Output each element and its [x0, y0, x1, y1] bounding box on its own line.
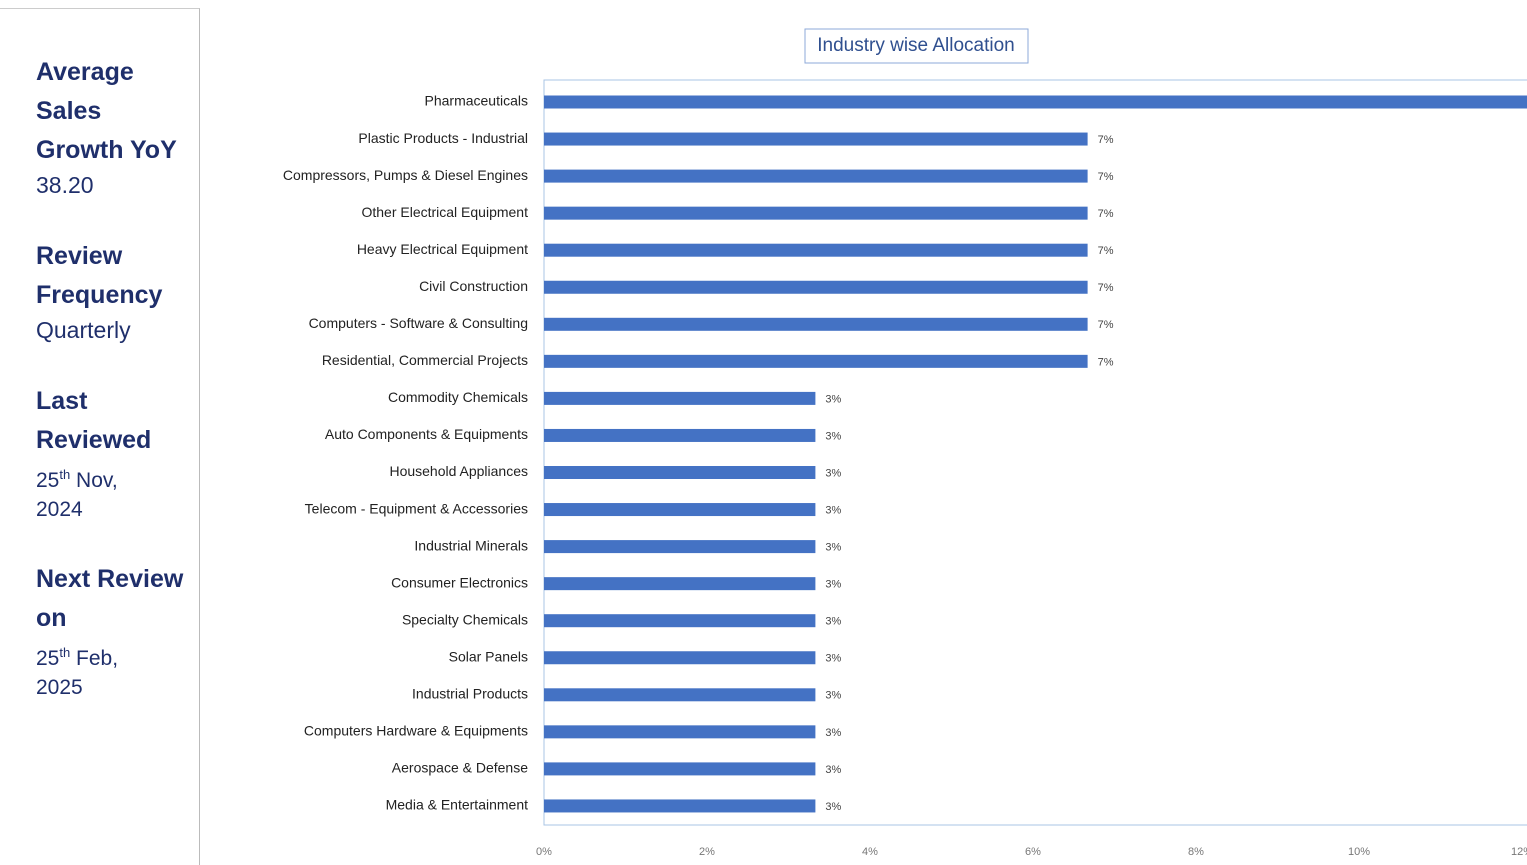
- x-tick-label: 4%: [862, 846, 878, 858]
- stat-value: Quarterly: [36, 317, 131, 343]
- category-label: Consumer Electronics: [391, 574, 528, 590]
- data-label: 7%: [1098, 282, 1114, 294]
- title-box: [804, 28, 1029, 64]
- bar: [544, 317, 1088, 331]
- bar: [544, 280, 1088, 294]
- data-label: 7%: [1098, 208, 1114, 220]
- x-tick-label: 10%: [1348, 846, 1370, 858]
- data-label: 7%: [1098, 134, 1114, 146]
- bar: [544, 95, 1527, 109]
- category-label: Computers Hardware & Equipments: [304, 723, 528, 739]
- data-label: 3%: [825, 653, 841, 665]
- data-label: 3%: [825, 690, 841, 702]
- chart-title: Industry wise Allocation: [817, 35, 1015, 56]
- stat-label: Review Frequency: [36, 242, 163, 309]
- data-label: 3%: [825, 764, 841, 776]
- data-label: 3%: [825, 430, 841, 442]
- stat-label: Last Reviewed: [36, 387, 152, 454]
- category-label: Pharmaceuticals: [425, 93, 529, 109]
- x-tick-label: 6%: [1025, 846, 1041, 858]
- bar: [544, 354, 1088, 368]
- sidebar: Average Sales Growth YoY 38.20 Review Fre…: [0, 8, 200, 865]
- category-label: Solar Panels: [449, 648, 528, 664]
- bar: [544, 762, 816, 776]
- stat: Average Sales Growth YoY 38.20: [36, 53, 194, 201]
- category-label: Household Appliances: [389, 463, 528, 479]
- bar: [544, 428, 816, 442]
- data-label: 7%: [1098, 319, 1114, 331]
- category-label: Aerospace & Defense: [392, 760, 528, 776]
- bar: [544, 540, 816, 554]
- bar: [544, 688, 816, 702]
- data-label: 3%: [825, 801, 841, 813]
- category-label: Plastic Products - Industrial: [358, 130, 528, 146]
- stat-label: Average Sales Growth YoY: [36, 58, 177, 164]
- category-label: Industrial Products: [412, 686, 528, 702]
- category-label: Auto Components & Equipments: [325, 426, 528, 442]
- bar: [544, 725, 816, 739]
- data-label: 3%: [825, 616, 841, 628]
- category-label: Heavy Electrical Equipment: [357, 241, 528, 257]
- category-label: Compressors, Pumps & Diesel Engines: [283, 167, 528, 183]
- bar: [544, 391, 816, 405]
- x-tick-label: 8%: [1188, 846, 1204, 858]
- stat-value: 38.20: [36, 172, 94, 198]
- stat: Review Frequency Quarterly: [36, 237, 194, 346]
- category-label: Other Electrical Equipment: [361, 204, 528, 220]
- bar: [544, 503, 816, 517]
- plot-frame: [543, 79, 1527, 826]
- data-label: 3%: [825, 542, 841, 554]
- data-label: 3%: [825, 579, 841, 591]
- data-label: 3%: [825, 467, 841, 479]
- bar: [544, 577, 816, 591]
- stat-value: 25th Feb, 2025: [36, 638, 156, 702]
- day: 25: [36, 647, 60, 670]
- bar: [544, 466, 816, 479]
- bar: [544, 243, 1088, 257]
- category-label: Telecom - Equipment & Accessories: [305, 500, 528, 516]
- bar: [544, 651, 816, 665]
- x-tick-label: 12%: [1511, 846, 1527, 858]
- category-label: Civil Construction: [419, 278, 528, 294]
- data-label: 7%: [1098, 171, 1114, 183]
- date-rest: Nov, 2024: [36, 469, 118, 521]
- data-label: 3%: [825, 393, 841, 405]
- bar: [544, 799, 816, 813]
- date-rest: Feb, 2025: [36, 647, 119, 699]
- stat-label: Next Review on: [36, 565, 184, 632]
- bar: [544, 206, 1088, 220]
- day: 25: [36, 469, 60, 492]
- category-label: Residential, Commercial Projects: [322, 352, 528, 368]
- bar: [544, 614, 816, 628]
- chart: Industry wise Allocation 0% 2% 4% 6% 8% 10% 12…: [283, 28, 1527, 858]
- data-label: 3%: [825, 504, 841, 516]
- category-label: Computers - Software & Consulting: [309, 315, 528, 331]
- category-label: Media & Entertainment: [386, 797, 529, 813]
- category-label: Commodity Chemicals: [388, 389, 528, 405]
- category-label: Specialty Chemicals: [402, 611, 528, 627]
- x-tick-label: 2%: [699, 846, 715, 858]
- data-label: 7%: [1098, 245, 1114, 257]
- data-label: 7%: [1098, 356, 1114, 368]
- data-label: 3%: [825, 727, 841, 739]
- category-label: Industrial Minerals: [414, 537, 528, 553]
- suffix: th: [59, 467, 71, 482]
- suffix: th: [59, 645, 71, 660]
- x-tick-label: 0%: [536, 846, 552, 858]
- stat: Last Reviewed 25th Nov, 2024: [36, 382, 194, 524]
- bar: [544, 169, 1088, 183]
- stat: Next Review on 25th Feb, 2025: [36, 560, 194, 702]
- bar: [544, 132, 1088, 146]
- stat-value: 25th Nov, 2024: [36, 460, 156, 524]
